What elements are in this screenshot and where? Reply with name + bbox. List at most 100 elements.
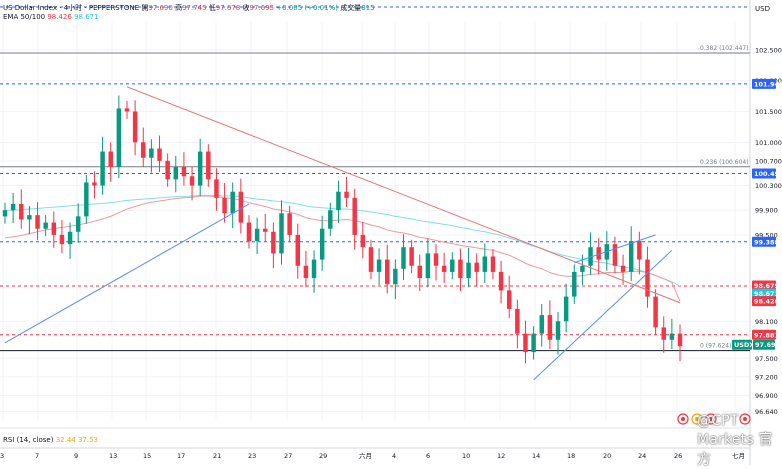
change-value: +0.005 (+0.01%)	[276, 4, 338, 12]
candle-body	[628, 241, 634, 272]
candle-body	[59, 234, 65, 245]
candle-body	[222, 197, 227, 214]
fib-label: 0.236 (100.604)	[700, 159, 749, 166]
volume-value: 815	[361, 4, 375, 12]
candle-body	[246, 222, 252, 242]
price-badge-label: 98.679	[754, 282, 780, 290]
trendline-channel-lower	[533, 249, 673, 381]
candle-body	[669, 333, 675, 340]
candle-body	[173, 167, 179, 180]
price-badge	[752, 168, 776, 179]
candle-body	[523, 333, 528, 353]
candle-body	[43, 222, 48, 229]
price-badge-label: 97.695	[755, 341, 781, 349]
price-badge	[752, 280, 776, 291]
candle-body	[677, 333, 683, 347]
candle-body	[287, 213, 292, 235]
price-badge-label: 101.948	[754, 80, 782, 88]
candle-body	[563, 296, 569, 322]
symbol-name: US Dollar Index · 4小时 · PEPPERSTONE	[3, 4, 140, 12]
candle-body	[75, 216, 81, 232]
price-badge-label: 97.881	[754, 331, 780, 339]
ema-legend: EMA 50/100 98.426 98.671	[3, 13, 99, 21]
candle-body	[279, 213, 284, 254]
candle-body	[230, 191, 235, 214]
trendline-downtrend	[126, 86, 681, 304]
candle-body	[157, 148, 162, 161]
rsi-legend: RSI (14, close) 32.44 37.53	[3, 436, 98, 444]
high-value: 97.745	[182, 4, 207, 12]
symbol-legend: US Dollar Index · 4小时 · PEPPERSTONE 開97.…	[3, 3, 375, 13]
candle-body	[515, 308, 520, 334]
candle-body	[637, 241, 642, 260]
candle-body	[401, 247, 406, 269]
event-flag-icon-dot	[743, 417, 747, 421]
candle-body	[450, 259, 455, 272]
price-badge	[752, 236, 776, 247]
high-label: 高	[175, 4, 183, 12]
candle-body	[67, 231, 73, 245]
candle-body	[498, 271, 504, 291]
candle-body	[214, 179, 219, 198]
candle-body	[580, 265, 585, 272]
price-tick-label: 97.200	[755, 373, 778, 381]
time-tick-label: 26	[674, 452, 682, 460]
candle-body	[506, 290, 512, 309]
candle-body	[303, 265, 309, 279]
candle-body	[238, 191, 244, 223]
candle-body	[482, 256, 488, 272]
time-tick-label: 3	[0, 452, 4, 460]
price-tick-label: 97.500	[755, 355, 778, 363]
candle-body	[433, 253, 439, 266]
candle-body	[360, 234, 366, 248]
time-tick-label: 21	[213, 452, 221, 460]
candle-body	[466, 262, 471, 279]
candle-body	[393, 268, 398, 285]
ema50-value: 98.426	[47, 13, 72, 21]
price-badge	[752, 288, 776, 299]
price-tick-label: 101.500	[755, 108, 782, 116]
time-tick-label: 七月	[732, 451, 745, 460]
ema-label: EMA 50/100	[3, 13, 46, 21]
candle-body	[271, 231, 276, 254]
event-flag-icon-dot	[681, 417, 685, 421]
candle-body	[51, 222, 57, 235]
candle-body	[149, 148, 154, 158]
low-label: 低	[208, 4, 216, 12]
candle-body	[417, 265, 422, 279]
candle-body	[132, 111, 138, 143]
candle-body	[116, 108, 122, 168]
time-tick-label: 15	[143, 452, 151, 460]
time-tick-label: 14	[532, 452, 540, 460]
candle-body	[474, 262, 479, 272]
price-badge	[752, 78, 776, 89]
candle-body	[596, 247, 601, 260]
candle-body	[384, 259, 390, 285]
time-tick-label: 4	[392, 452, 396, 460]
candle-body	[328, 210, 333, 229]
time-tick-label: 29	[319, 452, 327, 460]
price-tick-label: 102.500	[755, 46, 782, 54]
price-badge	[753, 339, 775, 350]
candle-body	[254, 228, 260, 242]
close-value: 97.695	[249, 4, 275, 12]
candle-body	[189, 176, 195, 186]
candle-body	[295, 234, 301, 266]
time-tick-label: 17	[177, 452, 185, 460]
candle-body	[27, 215, 32, 220]
candle-body	[319, 228, 325, 260]
candle-body	[588, 247, 593, 266]
candle-body	[441, 265, 447, 272]
candle-body	[490, 256, 496, 272]
time-tick-label: 9	[74, 452, 78, 460]
candle-body	[197, 151, 203, 186]
candle-body	[368, 247, 374, 272]
close-label: 收	[242, 4, 250, 12]
time-tick-label: 23	[248, 452, 256, 460]
fib-label: 0.382 (102.447)	[700, 45, 749, 52]
candle-body	[181, 167, 187, 177]
currency-label[interactable]: USD	[755, 5, 770, 13]
candle-body	[572, 271, 577, 297]
